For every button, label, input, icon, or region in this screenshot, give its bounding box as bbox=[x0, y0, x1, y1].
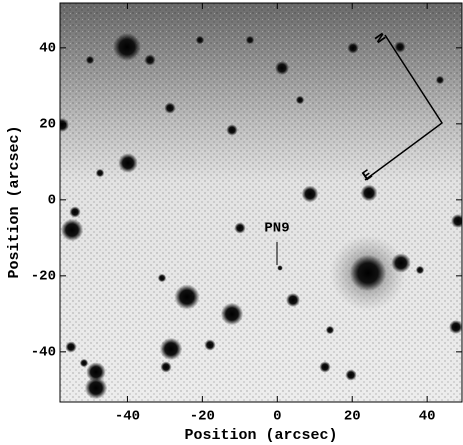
x-tick-label: 20 bbox=[344, 409, 361, 425]
star bbox=[349, 254, 387, 292]
star bbox=[301, 185, 319, 203]
star bbox=[360, 184, 378, 202]
image-field bbox=[60, 3, 462, 402]
sky-noise bbox=[60, 3, 462, 402]
x-tick-label: 40 bbox=[419, 409, 436, 425]
compass-arrows bbox=[364, 34, 444, 181]
star bbox=[144, 54, 156, 66]
star bbox=[451, 214, 462, 228]
star bbox=[60, 118, 69, 132]
star bbox=[195, 35, 205, 45]
star bbox=[277, 265, 283, 271]
star bbox=[95, 168, 105, 178]
star bbox=[204, 339, 216, 351]
star bbox=[164, 102, 176, 114]
y-tick-label: 40 bbox=[39, 41, 56, 57]
compass bbox=[364, 34, 444, 181]
x-tick-label: -40 bbox=[115, 409, 140, 425]
star bbox=[245, 35, 255, 45]
star bbox=[118, 153, 138, 173]
star bbox=[69, 206, 81, 218]
star bbox=[347, 42, 359, 54]
star bbox=[234, 222, 246, 234]
star bbox=[275, 61, 289, 75]
star bbox=[415, 265, 425, 275]
star bbox=[113, 33, 141, 61]
plot-frame bbox=[59, 2, 463, 403]
star bbox=[226, 124, 238, 136]
y-tick-label: -40 bbox=[31, 345, 56, 361]
star bbox=[65, 341, 77, 353]
star bbox=[319, 361, 331, 373]
star bbox=[85, 55, 95, 65]
star bbox=[286, 293, 300, 307]
y-tick-label: -20 bbox=[31, 269, 56, 285]
star bbox=[391, 253, 411, 273]
star bbox=[220, 302, 244, 326]
star bbox=[449, 320, 462, 334]
star bbox=[325, 325, 335, 335]
object-label: PN9 bbox=[264, 221, 289, 237]
x-tick-label: 0 bbox=[273, 409, 281, 425]
star bbox=[345, 369, 357, 381]
y-tick-label: 0 bbox=[48, 193, 56, 209]
star bbox=[84, 376, 108, 400]
star bbox=[394, 41, 406, 53]
star bbox=[159, 337, 183, 361]
star bbox=[295, 95, 305, 105]
x-axis-label: Position (arcsec) bbox=[184, 427, 337, 444]
star bbox=[157, 273, 167, 283]
star bbox=[86, 362, 106, 382]
star bbox=[79, 358, 89, 368]
y-tick-label: 20 bbox=[39, 117, 56, 133]
star bbox=[174, 284, 200, 310]
x-tick-label: -20 bbox=[190, 409, 215, 425]
star bbox=[60, 218, 84, 242]
star bbox=[435, 75, 445, 85]
star bbox=[160, 361, 172, 373]
y-axis-label: Position (arcsec) bbox=[6, 125, 23, 278]
